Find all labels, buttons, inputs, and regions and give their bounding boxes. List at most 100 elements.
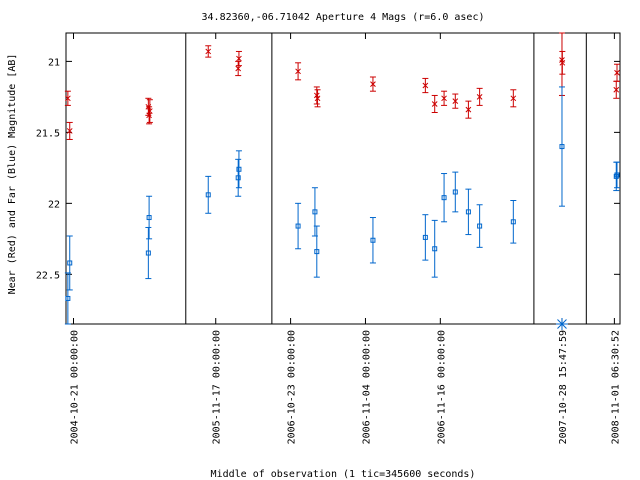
x-axis-label: Middle of observation (1 tic=345600 seco…	[211, 469, 476, 480]
series-0-point-6	[235, 60, 242, 77]
annotation-asterisk-0	[555, 318, 568, 330]
marker-x-b	[510, 95, 517, 102]
x-tick-label-6: 2008-11-01 06:30:52	[610, 330, 621, 444]
marker-square	[510, 219, 516, 225]
x-tick-label-5: 2007-10-28 15:47:59	[558, 330, 569, 444]
x-axis-ticks: 2004-10-21 00:00:00 2005-11-17 00:00:00 20…	[69, 33, 621, 444]
marker-square	[432, 246, 438, 252]
series-0-point-10	[314, 89, 321, 108]
series-0-point-7	[235, 50, 242, 67]
series-0-point-0	[64, 90, 71, 106]
marker-square	[314, 249, 320, 255]
marker-x-b	[431, 101, 438, 107]
asterisk-d2	[557, 319, 567, 329]
series-0-point-18	[510, 89, 517, 108]
marker-x-b	[236, 55, 242, 62]
series-1-point-10	[369, 217, 376, 264]
series-0-point-16	[465, 100, 472, 119]
series-1-point-18	[558, 86, 565, 207]
marker-square	[67, 260, 73, 266]
marker-square	[145, 250, 151, 256]
marker-x-b	[65, 95, 71, 102]
plot-frame	[65, 32, 621, 325]
series-0-point-21	[613, 80, 620, 99]
marker-square	[236, 166, 242, 172]
marker-square	[422, 234, 428, 240]
series-1-point-14	[452, 171, 459, 213]
marker-square	[452, 189, 458, 195]
marker-x-b	[235, 65, 242, 72]
series-0-point-5	[205, 45, 212, 58]
series-1-point-16	[476, 204, 483, 248]
marker-x-b	[441, 95, 447, 102]
marker-square	[146, 215, 152, 221]
series-1-point-13	[441, 173, 448, 223]
x-tick-label-2: 2006-10-23 00:00:00	[287, 330, 298, 444]
marker-x-b	[205, 48, 212, 55]
series-1-point-5	[235, 158, 242, 197]
marker-x-b	[295, 68, 301, 75]
marker-x-b	[465, 106, 472, 113]
x-tick-label-4: 2006-11-16 00:00:00	[436, 330, 447, 444]
series-1-point-20	[614, 161, 621, 189]
marker-square	[235, 175, 241, 181]
series-0-point-17	[476, 87, 483, 106]
series-0-point-4	[146, 99, 153, 123]
series-1-point-19	[613, 161, 620, 192]
series-0-point-13	[431, 94, 438, 113]
y-axis-ticks: 21 21.5 22 22.5	[36, 57, 620, 281]
marker-x-b	[613, 86, 620, 93]
marker-x-b	[476, 94, 483, 100]
marker-square	[613, 173, 619, 179]
chart-title: 34.82360,-06.71042 Aperture 4 Mags (r=6.…	[202, 12, 485, 23]
marker-x-b	[313, 92, 320, 99]
marker-square	[370, 237, 376, 243]
series-0-point-14	[441, 90, 448, 106]
marker-x-b	[559, 59, 566, 66]
segment-separators	[185, 33, 587, 324]
marker-square	[295, 223, 301, 229]
marker-square	[65, 295, 71, 301]
marker-square	[614, 172, 620, 178]
x-tick-label-3: 2006-11-04 00:00:00	[361, 330, 372, 444]
series-1-point-12	[431, 219, 438, 278]
marker-square	[465, 209, 471, 215]
y-tick-label-2: 22	[48, 199, 60, 210]
marker-x-b	[614, 69, 620, 76]
marker-x-b	[422, 82, 429, 89]
series-1	[64, 86, 621, 325]
marker-square	[312, 209, 318, 215]
series-0-point-8	[295, 62, 302, 81]
x-tick-label-1: 2005-11-17 00:00:00	[212, 330, 223, 444]
series-1-point-7	[295, 202, 302, 250]
series-1-point-6	[235, 150, 242, 189]
series-0-point-20	[559, 50, 566, 75]
y-tick-label-0: 21	[48, 57, 60, 68]
series-0-point-11	[369, 76, 376, 92]
series-0-point-22	[614, 63, 621, 82]
data-series	[64, 32, 621, 325]
series-1-point-11	[422, 214, 429, 261]
series-0-point-15	[452, 93, 459, 109]
series-1-point-4	[205, 175, 212, 214]
series-1-point-8	[311, 187, 318, 237]
marker-square	[477, 223, 483, 229]
series-1-point-1	[66, 235, 73, 291]
series-1-point-3	[146, 195, 153, 240]
marker-square	[205, 192, 211, 198]
marker-square	[559, 144, 565, 150]
series-0	[64, 32, 621, 140]
series-1-point-0	[64, 272, 71, 325]
series-1-point-9	[313, 225, 320, 278]
marker-square	[441, 195, 447, 201]
marker-x-b	[452, 98, 459, 104]
marker-x-b	[314, 95, 321, 102]
series-1-point-2	[145, 226, 152, 280]
x-tick-label-0: 2004-10-21 00:00:00	[69, 330, 80, 444]
series-0-point-12	[422, 77, 429, 94]
series-1-point-17	[510, 200, 517, 244]
marker-x-b	[66, 128, 73, 134]
series-0-point-1	[66, 121, 73, 140]
annotations	[555, 318, 568, 330]
